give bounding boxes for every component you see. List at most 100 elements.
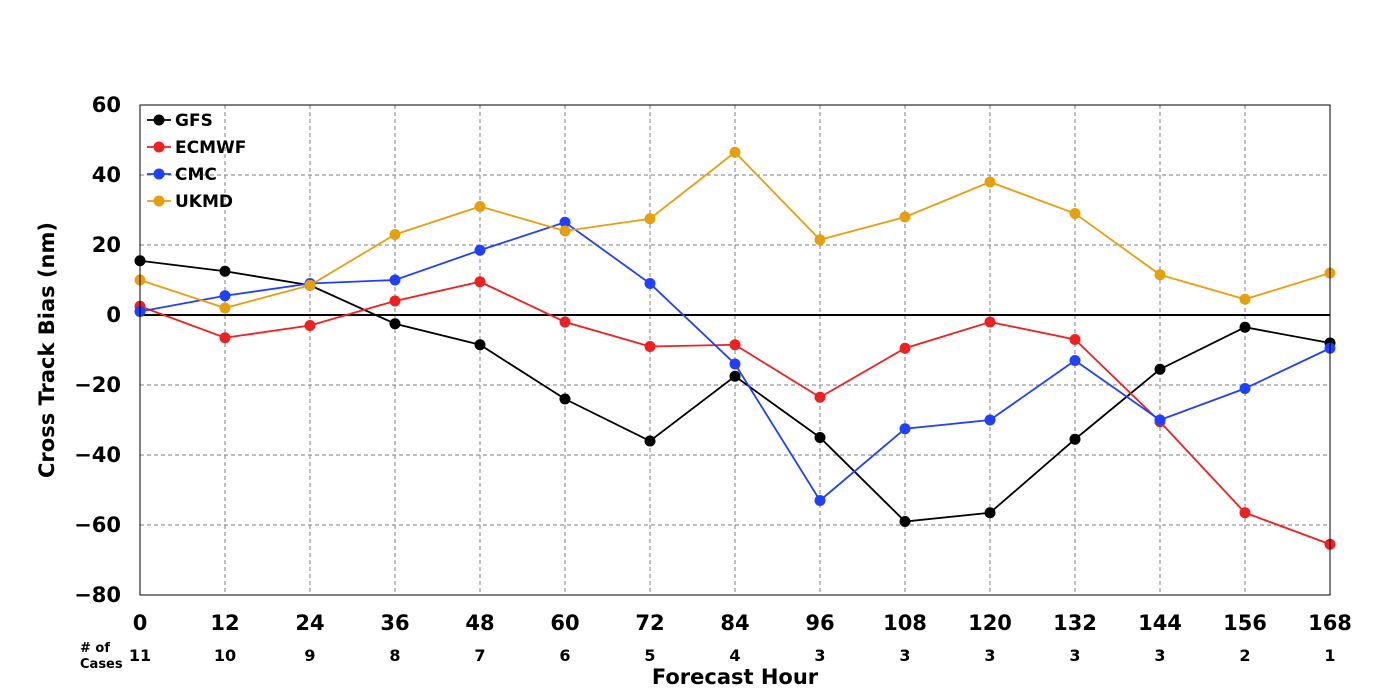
data-point-gfs [899, 516, 911, 527]
series-ukmd [134, 146, 1336, 314]
legend-label-gfs: GFS [175, 111, 213, 131]
legend-label-ecmwf: ECMWF [175, 138, 246, 158]
legend-marker-gfs [153, 114, 165, 126]
cases-title-line2: Cases [80, 657, 123, 672]
legend-item-ecmwf: ECMWF [147, 138, 246, 158]
data-point-ukmd [474, 201, 486, 212]
series-lines [134, 146, 1336, 550]
legend: GFS ECMWF CMC UKMD [147, 111, 246, 212]
data-point-ecmwf [1069, 334, 1081, 345]
series-line-gfs [139, 259, 1331, 523]
data-point-gfs [389, 318, 401, 330]
case-count: 1 [1324, 646, 1335, 665]
x-tick-label: 72 [635, 611, 664, 635]
legend-label-ukmd: UKMD [175, 192, 233, 212]
plot-frame [139, 104, 1331, 596]
data-point-ukmd [1069, 208, 1081, 219]
x-tick-label: 60 [550, 611, 579, 635]
data-point-ecmwf [729, 339, 741, 351]
case-count: 3 [984, 646, 995, 665]
data-point-cmc [389, 274, 401, 286]
data-point-ecmwf [644, 341, 656, 352]
data-point-gfs [1239, 321, 1251, 333]
x-tick-label: 132 [1053, 611, 1097, 635]
data-point-cmc [729, 358, 741, 370]
data-point-cmc [814, 495, 826, 506]
data-point-ukmd [389, 229, 401, 240]
data-point-cmc [474, 244, 486, 256]
data-point-cmc [899, 423, 911, 435]
y-tick-label: 40 [92, 163, 121, 187]
case-count: 3 [1154, 646, 1165, 665]
legend-label-cmc: CMC [175, 165, 217, 185]
x-tick-label: 156 [1223, 611, 1267, 635]
data-point-gfs [984, 507, 996, 519]
data-point-ukmd [984, 176, 996, 188]
case-counts: # of Cases 11 10 9 8 7 6 5 4 3 3 3 3 3 2 1 [80, 641, 1336, 672]
data-point-cmc [1154, 414, 1166, 426]
y-tick-label: −20 [74, 373, 121, 397]
x-tick-label: 84 [720, 611, 749, 635]
legend-item-gfs: GFS [147, 111, 213, 131]
case-count: 7 [474, 646, 485, 665]
data-point-ecmwf [304, 320, 316, 331]
data-point-ecmwf [474, 276, 486, 288]
data-point-cmc [984, 414, 996, 426]
data-point-ukmd [729, 146, 741, 158]
data-point-gfs [1069, 433, 1081, 445]
x-tick-label: 24 [295, 611, 324, 635]
y-axis-title: Cross Track Bias (nm) [35, 222, 59, 478]
data-point-ukmd [1239, 293, 1251, 305]
data-point-ukmd [644, 213, 656, 225]
data-point-ecmwf [559, 316, 571, 328]
data-point-ecmwf [899, 342, 911, 354]
data-point-gfs [729, 370, 741, 382]
data-point-gfs [559, 393, 571, 405]
y-tick-label: −80 [74, 583, 121, 607]
data-point-ecmwf [814, 391, 826, 403]
x-tick-label: 144 [1138, 611, 1182, 635]
data-point-ukmd [899, 211, 911, 223]
x-tick-label: 108 [883, 611, 927, 635]
legend-item-cmc: CMC [147, 165, 217, 185]
x-tick-label: 96 [805, 611, 834, 635]
legend-marker-cmc [153, 168, 165, 180]
x-tick-labels: 0 12 24 36 48 60 72 84 96 108 120 132 144 156 168 [133, 611, 1352, 635]
data-point-ecmwf [219, 332, 231, 344]
cases-title-line1: # of [80, 641, 110, 656]
y-tick-label: −60 [74, 513, 121, 537]
case-count: 2 [1239, 646, 1250, 665]
y-tick-labels: 60 40 20 0 −20 −40 −60 −80 [74, 93, 121, 607]
y-tick-label: 60 [92, 93, 121, 117]
x-tick-label: 168 [1308, 611, 1352, 635]
case-count: 4 [729, 646, 740, 665]
data-point-ecmwf [1239, 507, 1251, 519]
data-point-ukmd [1154, 269, 1166, 281]
data-point-cmc [644, 278, 656, 289]
x-tick-label: 120 [968, 611, 1012, 635]
y-tick-label: −40 [74, 443, 121, 467]
data-point-cmc [1239, 383, 1251, 394]
data-point-gfs [814, 432, 826, 443]
x-tick-label: 12 [210, 611, 239, 635]
data-point-ecmwf [389, 295, 401, 307]
x-tick-label: 36 [380, 611, 409, 635]
data-point-cmc [219, 290, 231, 302]
data-point-ukmd [559, 225, 571, 237]
y-tick-label: 20 [92, 233, 121, 257]
data-point-ecmwf [984, 316, 996, 328]
case-count: 3 [1069, 646, 1080, 665]
data-point-cmc [1069, 355, 1081, 366]
data-point-gfs [1154, 363, 1166, 375]
x-tick-label: 0 [133, 611, 148, 635]
legend-item-ukmd: UKMD [147, 192, 233, 212]
data-point-cmc [559, 216, 571, 228]
x-axis-title: Forecast Hour [652, 665, 819, 689]
case-count: 8 [389, 646, 400, 665]
case-count: 6 [559, 646, 570, 665]
case-count: 9 [304, 646, 315, 665]
data-point-gfs [644, 435, 656, 447]
data-point-ukmd [814, 234, 826, 246]
y-tick-label: 0 [106, 303, 121, 327]
